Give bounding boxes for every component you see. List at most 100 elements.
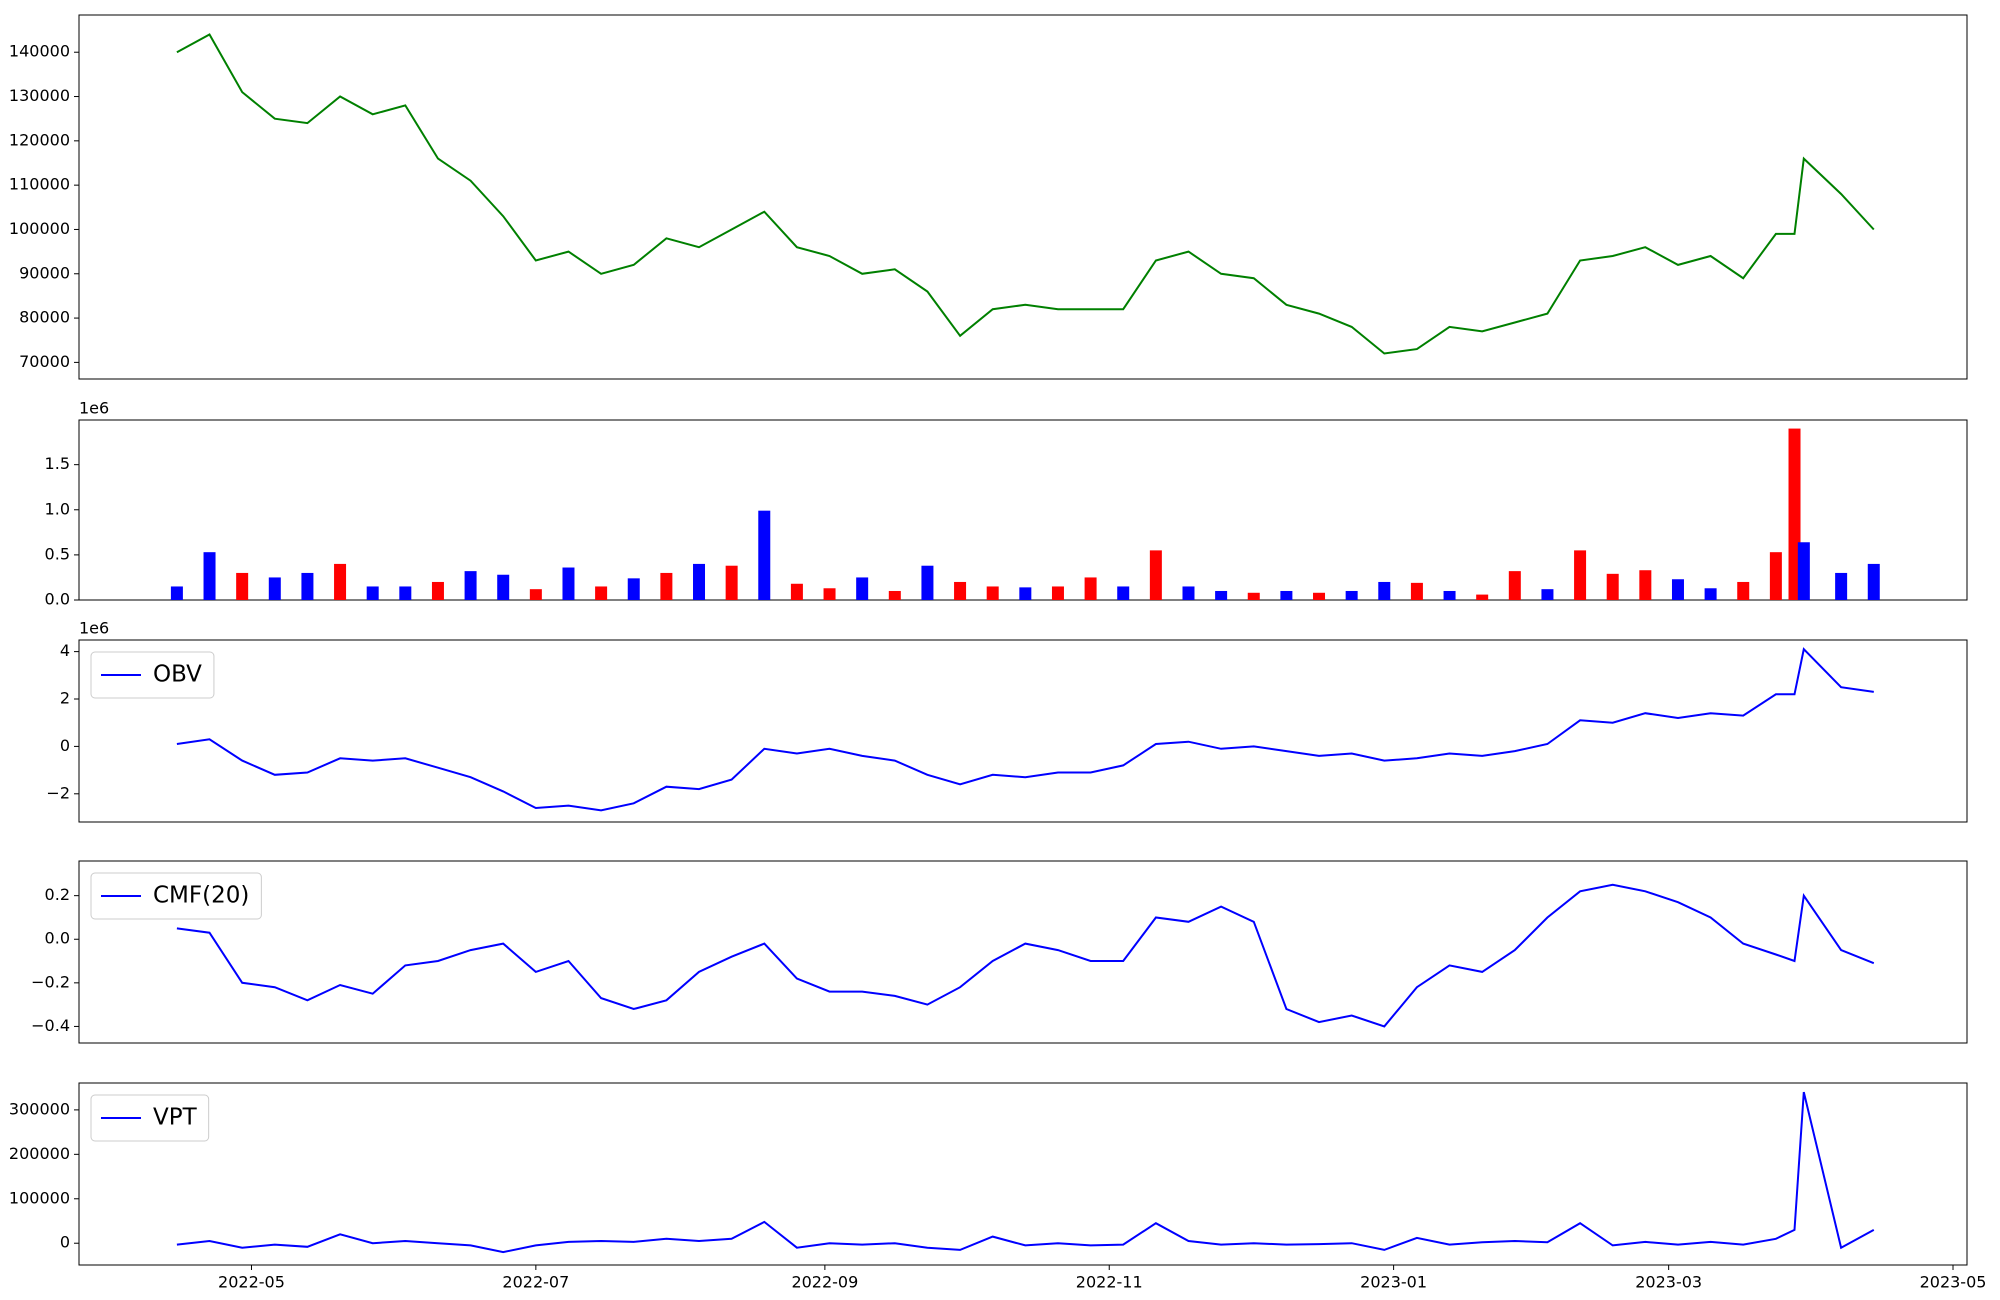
legend-box	[90, 1094, 210, 1142]
volume-bar	[1606, 573, 1619, 600]
volume-bar	[790, 583, 803, 600]
y-tick-label: 1.0	[45, 499, 70, 518]
volume-bar	[888, 590, 901, 600]
y-tick-label: 0.0	[45, 590, 70, 609]
volume-bar	[170, 586, 183, 600]
volume-bar	[1084, 577, 1097, 600]
y-tick-label: 80000	[19, 308, 70, 327]
volume-bar	[1508, 571, 1521, 600]
y-tick-label: 120000	[9, 130, 70, 149]
y-tick-label: 0.2	[45, 885, 70, 904]
volume-bar	[203, 552, 216, 600]
series-line	[176, 1091, 1875, 1254]
y-tick-label: 0.0	[45, 929, 70, 948]
volume-bar	[236, 572, 249, 600]
volume-bar	[562, 567, 575, 600]
volume-bar	[725, 565, 738, 600]
volume-bar	[1443, 590, 1456, 600]
volume-bar	[1797, 542, 1810, 600]
series-line	[176, 647, 1874, 812]
legend-label: OBV	[153, 662, 202, 688]
x-tick-label: 2023-01	[1360, 1273, 1427, 1292]
y-tick-label: 300000	[9, 1099, 70, 1118]
volume-bar	[464, 571, 477, 600]
volume-bar	[660, 572, 673, 600]
y-tick-label: 0	[60, 736, 70, 755]
volume-bar	[1574, 550, 1587, 600]
volume-bar	[1639, 570, 1652, 600]
x-tick-label: 2023-03	[1635, 1273, 1702, 1292]
x-tick-label: 2022-11	[1076, 1273, 1143, 1292]
y-tick-label: −0.4	[31, 1016, 70, 1035]
volume-bar	[1313, 592, 1326, 600]
plot-frame	[78, 14, 1968, 380]
x-tick-label: 2023-05	[1920, 1273, 1987, 1292]
y-tick-label: −2	[46, 783, 70, 802]
volume-bar	[1247, 592, 1260, 600]
y-tick-label: 2	[60, 689, 70, 708]
volume-bar	[1410, 582, 1423, 600]
volume-bar	[595, 586, 608, 600]
volume-bar	[627, 578, 640, 600]
volume-bar	[1867, 563, 1880, 600]
volume-bar	[301, 572, 314, 600]
volume-bar	[1704, 588, 1717, 600]
y-tick-label: 100000	[9, 1188, 70, 1207]
volume-bar	[758, 510, 771, 600]
volume-bar	[366, 586, 379, 600]
x-tick-label: 2022-07	[502, 1273, 569, 1292]
volume-bar	[1215, 590, 1228, 600]
volume-bar	[1019, 587, 1032, 600]
volume-bar	[1117, 586, 1130, 600]
volume-bar	[1541, 589, 1554, 600]
volume-bar	[1345, 590, 1358, 600]
legend-label: CMF(20)	[153, 883, 249, 909]
y-tick-label: 0.5	[45, 544, 70, 563]
y-tick-label: 130000	[9, 86, 70, 105]
volume-bar	[529, 589, 542, 600]
y-tick-label: −0.2	[31, 972, 70, 991]
volume-bar	[1769, 552, 1782, 600]
legend-box	[90, 872, 262, 920]
x-tick-label: 2022-05	[218, 1273, 285, 1292]
y-tick-label: 100000	[9, 219, 70, 238]
y-tick-label: 110000	[9, 175, 70, 194]
volume-bar	[431, 581, 444, 600]
volume-bar	[1737, 581, 1750, 600]
volume-bar	[954, 581, 967, 600]
volume-bar	[921, 565, 934, 600]
price-line	[176, 33, 1875, 355]
x-tick-label: 2022-09	[791, 1273, 858, 1292]
volume-bar	[1788, 428, 1801, 600]
offset-label: 1e6	[79, 399, 109, 418]
volume-bar	[334, 563, 347, 600]
plot-frame	[78, 639, 1968, 823]
y-tick-label: 140000	[9, 42, 70, 61]
y-tick-label: 0	[60, 1233, 70, 1252]
volume-bar	[1280, 590, 1293, 600]
volume-bar	[1835, 572, 1848, 600]
volume-bar	[1182, 586, 1195, 600]
legend-label: VPT	[153, 1105, 198, 1131]
volume-bar	[1476, 594, 1489, 600]
y-tick-label: 200000	[9, 1144, 70, 1163]
legend-box	[90, 651, 215, 699]
plot-frame	[78, 1082, 1968, 1266]
series-line	[176, 883, 1875, 1028]
volume-bar	[856, 577, 869, 600]
volume-bar	[823, 588, 836, 600]
volume-bar	[693, 563, 706, 600]
volume-bar	[268, 577, 281, 600]
y-tick-label: 70000	[19, 352, 70, 371]
y-tick-label: 1.5	[45, 454, 70, 473]
volume-bar	[497, 574, 510, 600]
volume-bar	[1051, 586, 1064, 600]
volume-bar	[986, 586, 999, 600]
plot-frame	[78, 860, 1968, 1044]
offset-label: 1e6	[79, 619, 109, 638]
y-tick-label: 4	[60, 641, 70, 660]
plot-frame	[78, 419, 1968, 601]
volume-bar	[1671, 579, 1684, 600]
y-tick-label: 90000	[19, 263, 70, 282]
